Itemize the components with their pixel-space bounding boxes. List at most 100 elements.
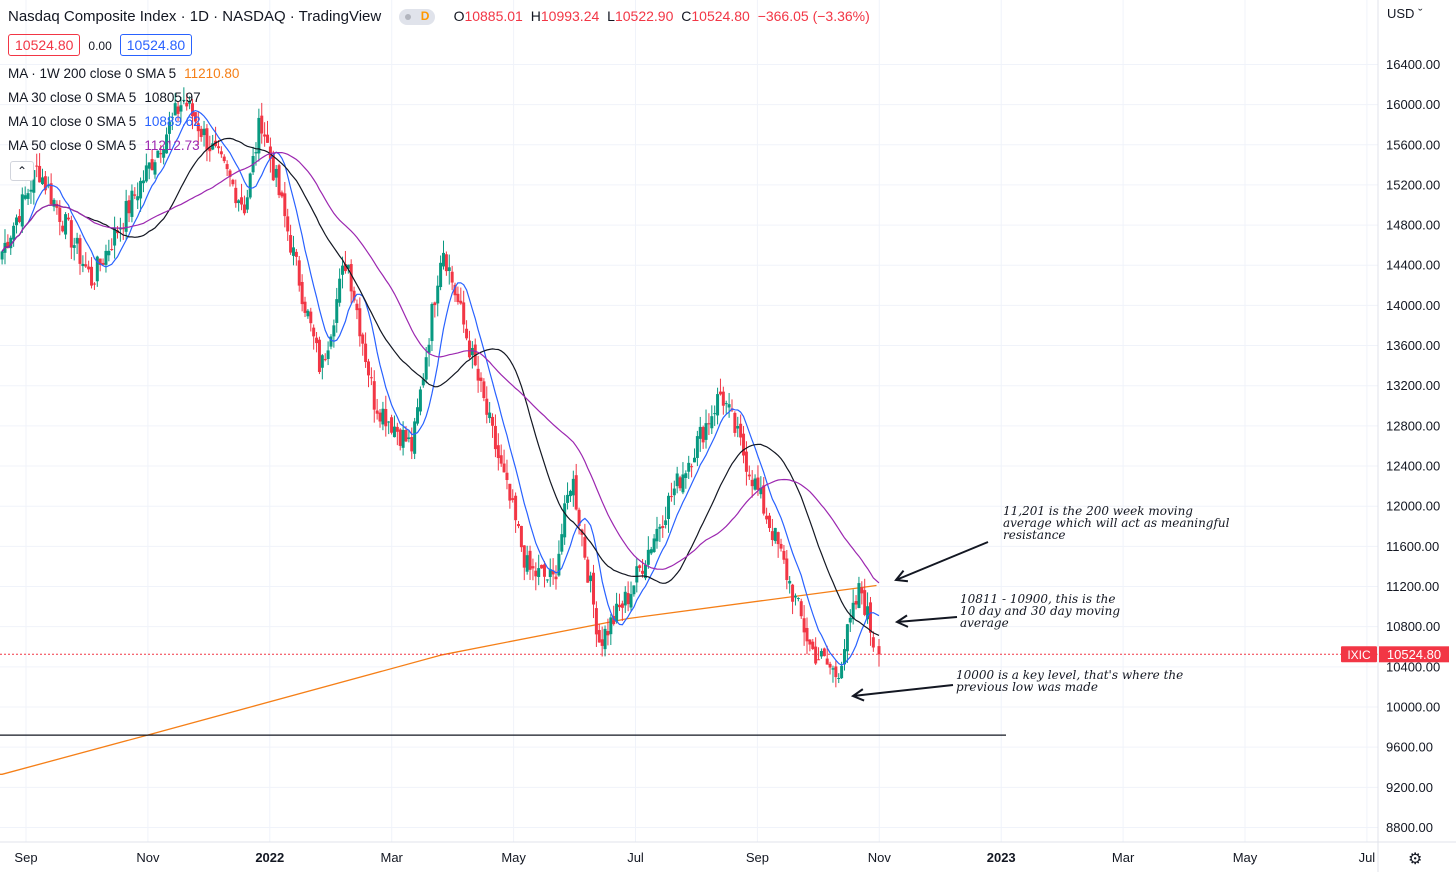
candle-body — [124, 201, 128, 232]
indicator-label: MA 10 close 0 SMA 5 — [8, 114, 137, 129]
candle-body — [721, 391, 725, 406]
indicator-ma50[interactable]: MA 50 close 0 SMA 5 11212.73 — [8, 138, 200, 153]
candle-body — [770, 531, 774, 541]
candle-body — [193, 112, 197, 122]
candle-body — [811, 641, 815, 650]
candle-body — [268, 146, 272, 159]
candle-body — [788, 580, 792, 584]
candle-body — [522, 545, 526, 568]
candle-body — [231, 179, 235, 185]
symbol-title[interactable]: Nasdaq Composite Index · 1D · NASDAQ · T… — [8, 8, 382, 25]
candle-body — [505, 472, 509, 481]
candle-body — [825, 658, 829, 665]
collapse-legend-button[interactable]: ⌃ — [10, 161, 34, 181]
candle-body — [822, 648, 826, 657]
annotation-key-level: 10000 is a key level, that's where the p… — [956, 669, 1183, 693]
candle-body — [649, 549, 653, 554]
candle-body — [225, 164, 229, 170]
annotation-line: 11,201 is the 200 week moving — [1003, 504, 1193, 518]
candle-body — [517, 524, 521, 527]
candle-body — [652, 538, 656, 553]
candle-body — [871, 637, 875, 648]
candle-body — [280, 192, 284, 197]
y-tick-label: 12800.00 — [1386, 418, 1440, 433]
candle-body — [104, 250, 108, 265]
indicator-label: MA 30 close 0 SMA 5 — [8, 90, 137, 105]
indicator-label: MA 50 close 0 SMA 5 — [8, 138, 137, 153]
candle-body — [817, 659, 821, 661]
candle-body — [424, 357, 428, 380]
candle-body — [78, 238, 82, 264]
candle-body — [46, 184, 50, 187]
candle-body — [144, 165, 148, 182]
candle-body — [364, 343, 368, 363]
indicator-label: MA · 1W 200 close 0 SMA 5 — [8, 66, 177, 81]
candle-body — [234, 187, 238, 204]
candle-body — [707, 423, 711, 425]
y-tick-label: 8800.00 — [1386, 820, 1433, 835]
x-tick-label: May — [1233, 850, 1258, 865]
indicator-ma30[interactable]: MA 30 close 0 SMA 5 10805.97 — [8, 90, 201, 105]
candle-body — [248, 173, 252, 198]
candle-body — [531, 566, 535, 569]
candle-body — [32, 170, 36, 193]
candle-body — [802, 618, 806, 633]
candle-body — [266, 134, 270, 143]
candle-body — [418, 389, 422, 412]
y-tick-label: 15200.00 — [1386, 177, 1440, 192]
candle-body — [254, 152, 258, 154]
indicator-ma200w[interactable]: MA · 1W 200 close 0 SMA 5 11210.80 — [8, 66, 239, 81]
candle-body — [110, 249, 114, 251]
y-tick-label: 14800.00 — [1386, 218, 1440, 233]
candle-body — [828, 663, 832, 668]
candle-body — [592, 572, 596, 605]
candle-body — [294, 251, 298, 257]
arrow-resistance — [895, 541, 989, 581]
candle-body — [182, 99, 186, 101]
candle-body — [413, 421, 417, 454]
gear-icon[interactable]: ⚙ — [1408, 851, 1423, 868]
candle-body — [661, 526, 665, 528]
candle-body — [560, 534, 564, 552]
candle-body — [141, 180, 145, 184]
candle-body — [395, 426, 399, 432]
candle-body — [756, 477, 760, 490]
candle-body — [58, 207, 62, 222]
candle-body — [485, 398, 489, 415]
candle-body — [381, 408, 385, 425]
candle-body — [470, 347, 474, 356]
candle-body — [540, 564, 544, 569]
candle-body — [130, 190, 134, 217]
indicator-ma10[interactable]: MA 10 close 0 SMA 5 10889.62 — [8, 114, 201, 129]
candle-body — [199, 128, 203, 137]
ma-30-line — [1, 137, 880, 636]
candle-body — [577, 509, 581, 527]
y-tick-label: 13200.00 — [1386, 378, 1440, 393]
candle-body — [606, 631, 610, 636]
candle-body — [188, 101, 192, 104]
currency-selector[interactable]: USD ˇ — [1387, 6, 1422, 21]
buy-button[interactable]: 10524.80 — [119, 34, 193, 56]
symbol-badge — [1341, 646, 1377, 663]
candle-body — [713, 413, 717, 415]
candle-body — [534, 570, 538, 577]
y-tick-label: 12400.00 — [1386, 459, 1440, 474]
x-tick-label: Sep — [746, 850, 769, 865]
candle-body — [574, 475, 578, 510]
candle-body — [306, 310, 310, 317]
y-tick-label: 10800.00 — [1386, 619, 1440, 634]
symbol-badge-label: IXIC — [1347, 648, 1371, 662]
candle-body — [753, 478, 757, 490]
candle-body — [387, 421, 391, 423]
candle-body — [848, 617, 852, 623]
candle-body — [736, 425, 740, 429]
annotation-moving-average: 10811 - 10900, this is the 10 day and 30… — [960, 593, 1120, 629]
candle-body — [718, 391, 722, 395]
candle-body — [767, 515, 771, 529]
x-tick-label: 2023 — [987, 850, 1016, 865]
sell-button[interactable]: 10524.80 — [8, 34, 81, 56]
candle-body — [655, 528, 659, 542]
candle-body — [95, 256, 99, 282]
candle-body — [317, 339, 321, 373]
